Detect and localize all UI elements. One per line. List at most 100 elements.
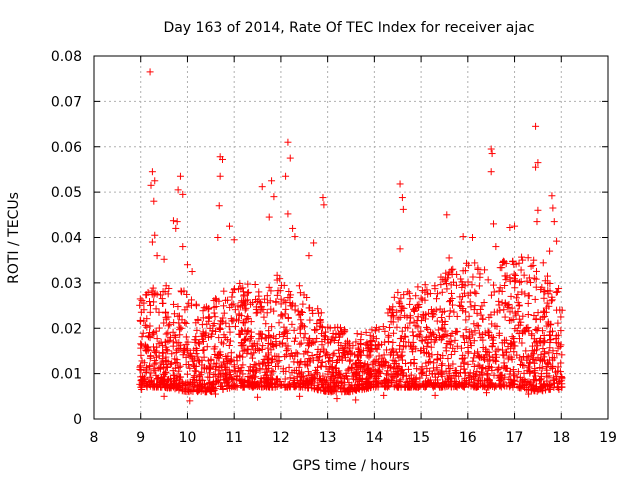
data-point [485, 379, 493, 387]
data-point [187, 296, 195, 304]
data-point [217, 338, 225, 346]
data-point [464, 278, 472, 286]
data-point [512, 260, 520, 268]
data-point [243, 330, 251, 338]
data-point [488, 150, 496, 158]
data-point [318, 381, 326, 389]
data-point [409, 379, 417, 387]
data-point [282, 298, 290, 306]
data-point [215, 324, 223, 332]
data-point [215, 334, 223, 342]
data-point [552, 334, 560, 342]
data-point [407, 359, 415, 367]
data-point [474, 361, 482, 369]
data-point [540, 353, 548, 361]
data-point [525, 274, 533, 282]
data-point [506, 224, 514, 232]
data-point [557, 359, 565, 367]
data-point [539, 380, 547, 388]
data-point [495, 329, 503, 337]
data-point [381, 382, 389, 390]
data-point [224, 296, 232, 304]
data-point [541, 277, 549, 285]
data-point [313, 320, 321, 328]
data-point [294, 358, 302, 366]
data-point [246, 334, 254, 342]
data-point [333, 356, 341, 364]
data-point [527, 262, 535, 270]
data-point [216, 348, 224, 356]
data-point [314, 385, 322, 393]
data-point [412, 322, 420, 330]
data-point [531, 372, 539, 380]
data-point [510, 338, 518, 346]
data-point [513, 373, 521, 381]
data-point [553, 288, 561, 296]
data-point [553, 350, 561, 358]
data-point [522, 347, 530, 355]
data-point [143, 347, 151, 355]
data-point [224, 378, 232, 386]
data-point [297, 308, 305, 316]
y-tick-label: 0 [73, 412, 82, 428]
data-point [515, 329, 523, 337]
data-point [294, 307, 302, 315]
data-point [463, 334, 471, 342]
data-point [396, 342, 404, 350]
data-point [517, 378, 525, 386]
data-point [507, 353, 515, 361]
data-point [399, 205, 407, 213]
data-point [177, 324, 185, 332]
data-point [264, 376, 272, 384]
data-point [269, 383, 277, 391]
data-point [465, 312, 473, 320]
data-point [336, 370, 344, 378]
data-point [430, 331, 438, 339]
y-axis-ticks: 0 0.01 0.02 0.03 0.04 0.05 0.06 0.07 0.08 [51, 49, 608, 428]
data-point [508, 333, 516, 341]
data-point [162, 308, 170, 316]
data-point [515, 315, 523, 323]
data-point [446, 307, 454, 315]
data-point [319, 372, 327, 380]
data-point [164, 383, 172, 391]
data-point [554, 319, 562, 327]
data-point [136, 295, 144, 303]
data-point [540, 294, 548, 302]
data-point [404, 324, 412, 332]
data-point [219, 358, 227, 366]
data-point [287, 291, 295, 299]
data-point [206, 324, 214, 332]
data-point [539, 313, 547, 321]
data-point [479, 336, 487, 344]
data-point [472, 383, 480, 391]
data-point [553, 306, 561, 314]
data-point [475, 329, 483, 337]
data-point [503, 382, 511, 390]
data-point [498, 371, 506, 379]
data-point [451, 347, 459, 355]
data-point [520, 271, 528, 279]
data-point [241, 335, 249, 343]
data-point [468, 281, 476, 289]
data-point [239, 353, 247, 361]
data-point [482, 365, 490, 373]
data-point [396, 180, 404, 188]
x-tick-label: 11 [225, 430, 243, 446]
data-point [191, 362, 199, 370]
data-point [314, 305, 322, 313]
data-point [299, 300, 307, 308]
x-tick-label: 19 [599, 430, 617, 446]
data-point [166, 336, 174, 344]
data-point [193, 326, 201, 334]
data-point [220, 287, 228, 295]
data-point [470, 354, 478, 362]
data-point [180, 348, 188, 356]
data-point [251, 340, 259, 348]
data-point [302, 347, 310, 355]
data-point [230, 363, 238, 371]
data-point [175, 386, 183, 394]
data-point [168, 360, 176, 368]
data-point [407, 314, 415, 322]
data-point [548, 192, 556, 200]
